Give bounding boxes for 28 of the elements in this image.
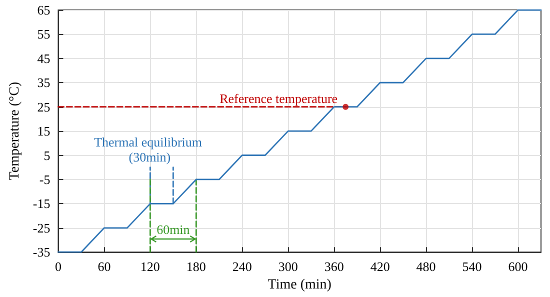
series-label: 60min — [156, 222, 190, 238]
x-tick-label: 240 — [232, 259, 252, 274]
x-tick-label: 60 — [98, 259, 111, 274]
series-label: Reference temperature — [220, 90, 338, 106]
y-tick-label: -15 — [32, 196, 50, 212]
series-label: Thermal equilibrium (30min) — [94, 134, 206, 164]
y-tick-label: 15 — [37, 124, 50, 139]
x-tick-label: 600 — [508, 259, 528, 274]
x-tick-label: 480 — [416, 259, 436, 274]
y-tick-label: 65 — [37, 2, 50, 18]
x-tick-label: 360 — [324, 259, 344, 274]
y-tick-label: 45 — [37, 50, 50, 66]
x-tick-label: 0 — [54, 259, 62, 274]
x-tick-label: 180 — [186, 259, 206, 274]
y-tick-label: -35 — [32, 244, 50, 260]
y-tick-label: 25 — [37, 99, 50, 114]
x-tick-label: 540 — [462, 259, 482, 274]
y-axis-title: Temperature (°C) — [8, 82, 22, 180]
x-tick-label: 120 — [140, 259, 160, 274]
x-tick-label: 300 — [278, 259, 298, 274]
line-series — [58, 9, 542, 253]
y-tick-label: 5 — [44, 148, 50, 163]
x-tick-label: 420 — [370, 259, 390, 274]
y-tick-label: -5 — [39, 172, 50, 187]
y-tick-label: 35 — [37, 75, 50, 90]
y-tick-label: -25 — [32, 220, 50, 236]
y-tick-label: 55 — [37, 26, 50, 42]
x-axis-title: Time (min) — [268, 278, 332, 292]
